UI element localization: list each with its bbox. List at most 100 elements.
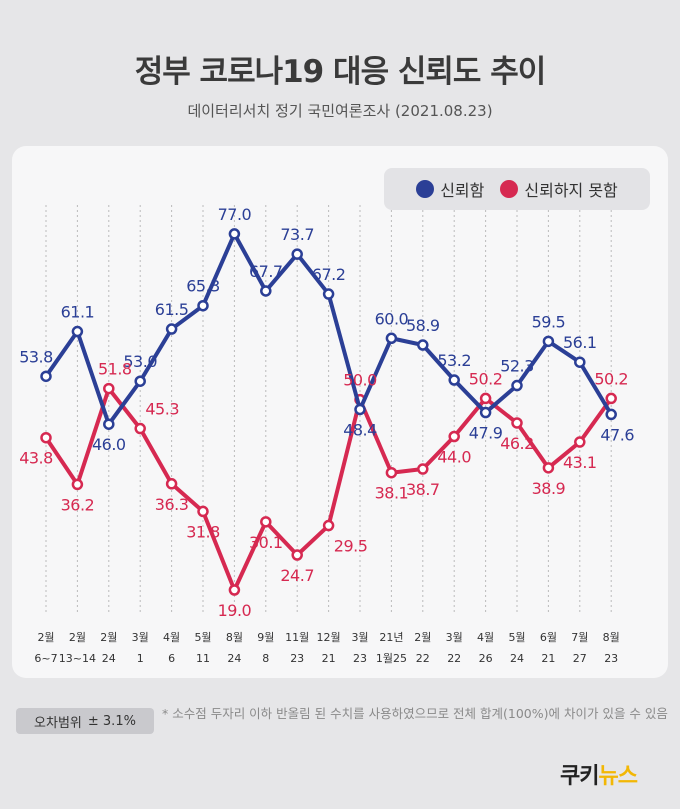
x-tick-label: 24 xyxy=(510,652,524,665)
distrust-data-label: 51.8 xyxy=(98,360,132,379)
legend-item-trust: 신뢰함 xyxy=(416,177,484,201)
x-tick-label: 6월 xyxy=(540,631,557,644)
legend-swatch-trust xyxy=(416,180,435,198)
distrust-line xyxy=(44,386,613,592)
x-tick-label: 2월 xyxy=(100,631,117,644)
trust-data-label: 59.5 xyxy=(532,312,566,331)
x-tick-label: 12월 xyxy=(317,631,341,644)
distrust-point xyxy=(260,516,272,528)
trust-point xyxy=(197,299,209,312)
x-tick-label: 21 xyxy=(541,652,555,665)
trust-point xyxy=(385,332,398,345)
distrust-data-label: 30.1 xyxy=(249,533,283,552)
trust-point xyxy=(448,374,460,386)
trust-data-label: 46.0 xyxy=(92,435,126,454)
x-tick-label: 21 xyxy=(322,652,336,665)
distrust-data-label: 31.8 xyxy=(186,522,220,541)
trust-point xyxy=(291,248,303,260)
trust-point xyxy=(260,285,272,297)
trust-data-label: 67.7 xyxy=(249,262,283,281)
trust-data-label: 47.6 xyxy=(600,425,634,444)
distrust-point xyxy=(385,466,398,479)
x-tick-label: 5월 xyxy=(194,631,211,644)
distrust-data-label: 50.0 xyxy=(343,371,377,390)
distrust-data-label: 46.2 xyxy=(500,434,534,453)
x-tick-label: 4월 xyxy=(163,631,180,644)
trust-data-label: 53.0 xyxy=(123,352,157,371)
distrust-point xyxy=(228,584,241,596)
trust-point xyxy=(574,356,586,368)
x-tick-label: 3월 xyxy=(446,631,463,644)
distrust-data-label: 29.5 xyxy=(334,537,368,556)
distrust-point xyxy=(103,382,115,395)
legend: 신뢰함 신뢰하지 못함 xyxy=(384,168,650,210)
legend-item-distrust: 신뢰하지 못함 xyxy=(500,177,618,201)
trust-data-label: 60.0 xyxy=(375,309,409,328)
distrust-point xyxy=(71,478,84,491)
chart-title: 정부 코로나19 대응 신뢰도 추이 xyxy=(134,54,547,90)
distrust-point xyxy=(574,436,586,448)
x-tick-label: 26 xyxy=(479,652,493,665)
distrust-data-label: 50.2 xyxy=(594,369,628,388)
distrust-point xyxy=(291,549,303,561)
distrust-data-label: 19.0 xyxy=(218,601,252,620)
distrust-data-label: 43.1 xyxy=(563,453,597,472)
x-tick-label: 2월 xyxy=(414,631,431,644)
trust-point xyxy=(165,323,178,335)
x-tick-label: 24 xyxy=(227,652,241,665)
trust-data-label: 52.3 xyxy=(500,357,534,376)
x-tick-label: 11 xyxy=(196,652,210,665)
x-tick-label: 6~7 xyxy=(34,652,57,665)
x-tick-label: 2월 xyxy=(37,631,54,644)
trust-point xyxy=(134,375,146,387)
trust-data-label: 67.2 xyxy=(312,265,346,284)
trust-data-label: 48.4 xyxy=(343,420,377,439)
trust-data-label: 56.1 xyxy=(563,333,597,352)
x-tick-label: 8 xyxy=(262,652,269,665)
x-tick-label: 6 xyxy=(168,652,175,665)
margin-label: 오차범위 xyxy=(34,715,82,731)
legend-label-trust: 신뢰함 xyxy=(440,181,485,200)
trust-point xyxy=(479,406,492,419)
x-tick-label: 2월 xyxy=(69,631,86,644)
distrust-point xyxy=(134,422,146,435)
x-tick-label: 3월 xyxy=(132,631,149,644)
x-tick-label: 24 xyxy=(102,652,116,665)
x-tick-label: 5월 xyxy=(508,631,525,644)
distrust-point xyxy=(511,417,523,429)
trust-point xyxy=(322,288,335,300)
x-tick-label: 8월 xyxy=(226,631,243,644)
x-tick-label: 1월25 xyxy=(376,652,407,665)
trust-data-label: 65.3 xyxy=(186,277,220,296)
distrust-data-label: 50.2 xyxy=(469,369,503,388)
x-tick-label: 8월 xyxy=(603,631,620,644)
margin-value: ± 3.1% xyxy=(87,713,136,729)
distrust-data-label: 43.8 xyxy=(19,449,53,468)
trust-point xyxy=(40,370,52,383)
legend-label-distrust: 신뢰하지 못함 xyxy=(524,181,618,200)
distrust-data-label: 45.3 xyxy=(145,400,179,419)
distrust-point xyxy=(197,505,209,518)
distrust-point xyxy=(40,431,52,444)
distrust-data-label: 38.9 xyxy=(532,479,566,498)
legend-swatch-distrust xyxy=(500,180,519,198)
trust-data-label: 61.5 xyxy=(155,300,189,319)
x-tick-label: 4월 xyxy=(477,631,494,644)
trust-data-label: 47.9 xyxy=(469,424,503,443)
distrust-point xyxy=(448,430,460,443)
distrust-point xyxy=(542,462,555,474)
margin-of-error-badge: 오차범위 ± 3.1% xyxy=(16,708,154,734)
trust-data-label: 58.9 xyxy=(406,316,440,335)
distrust-data-label: 24.7 xyxy=(280,566,314,585)
trust-point xyxy=(417,339,429,351)
trust-data-label: 61.1 xyxy=(61,303,95,322)
x-tick-label: 23 xyxy=(353,652,367,665)
chart-subtitle: 데이터리서치 정기 국민여론조사 (2021.08.23) xyxy=(187,102,493,120)
distrust-point xyxy=(417,463,429,475)
x-tick-label: 13~14 xyxy=(59,652,96,665)
x-tick-label: 3월 xyxy=(351,631,368,644)
x-tick-label: 22 xyxy=(447,652,461,665)
x-tick-label: 27 xyxy=(573,652,587,665)
distrust-data-label: 38.7 xyxy=(406,480,440,499)
